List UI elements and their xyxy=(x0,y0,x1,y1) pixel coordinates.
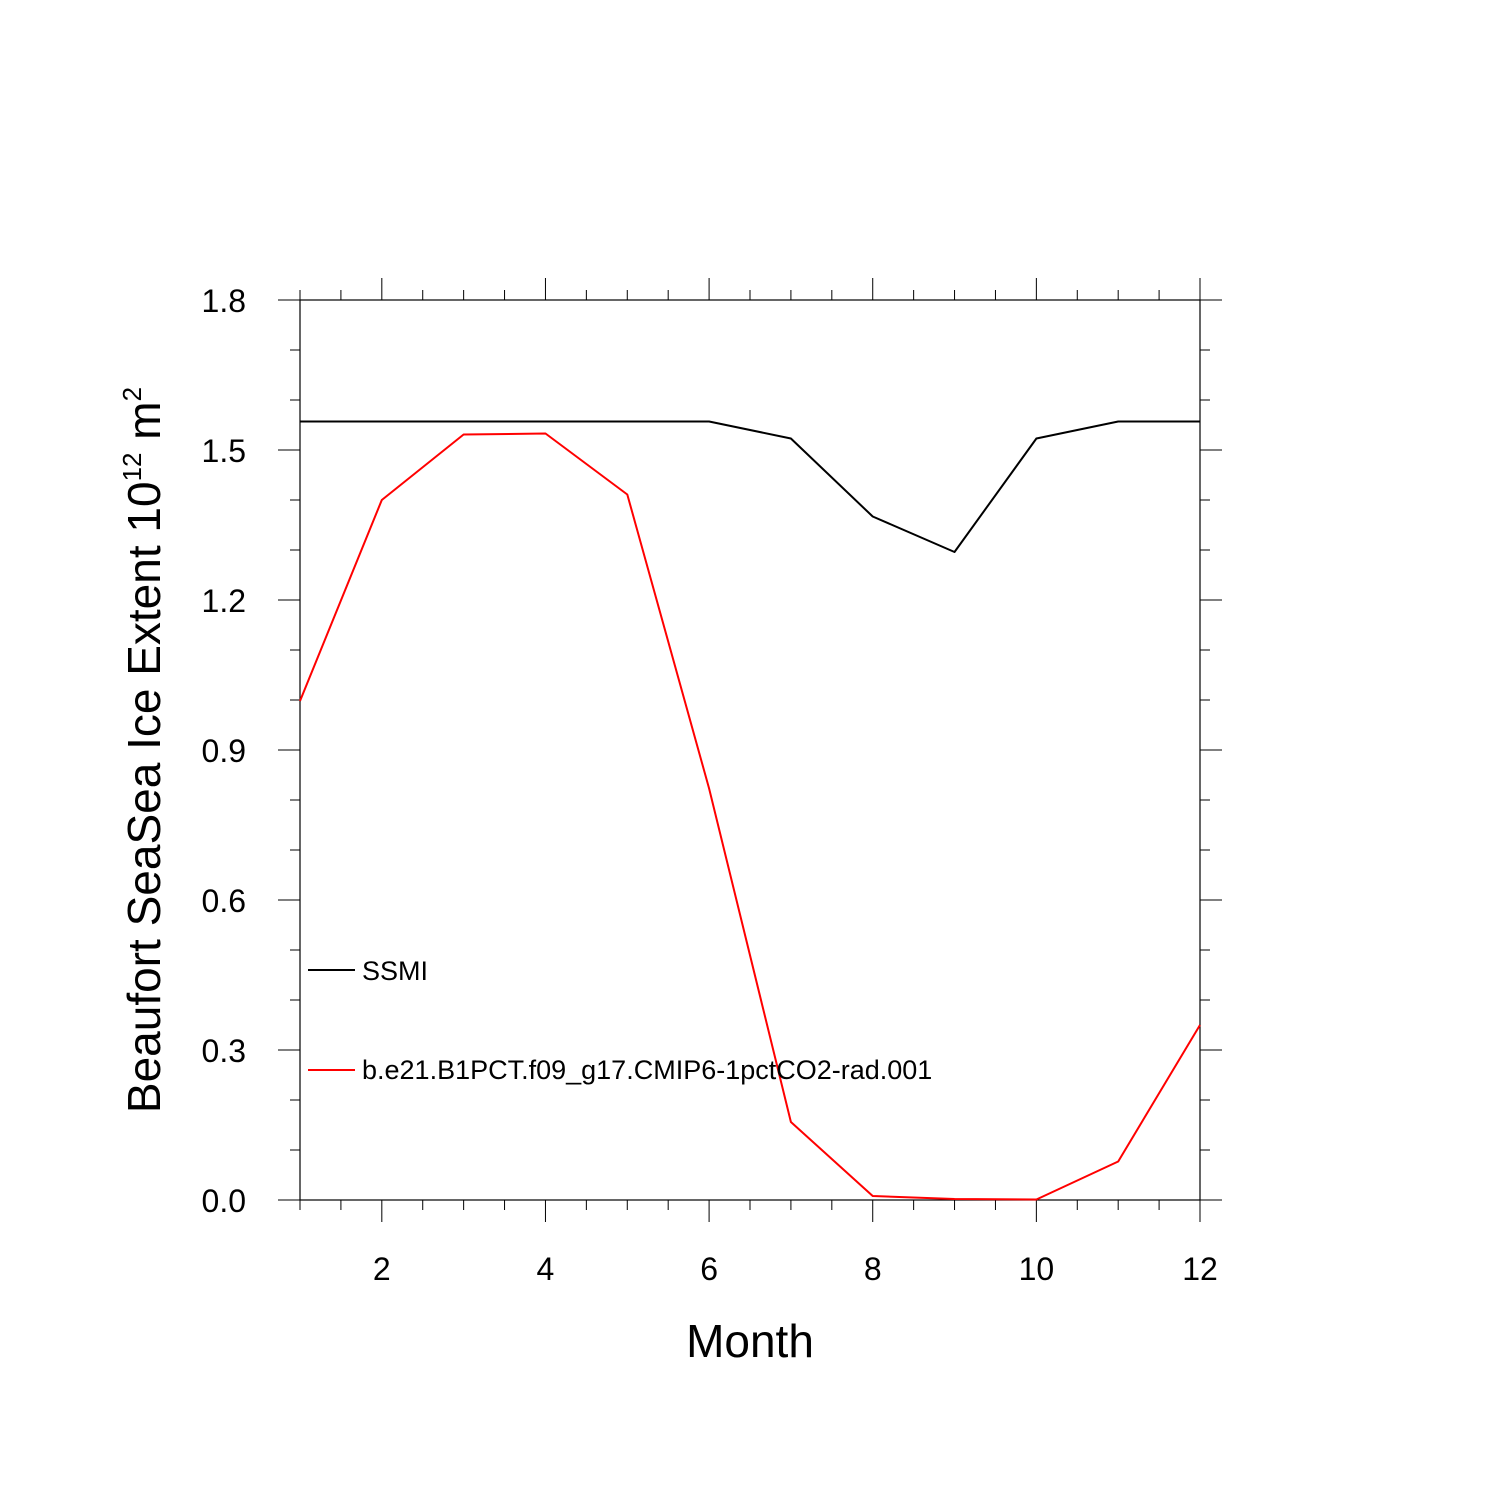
x-tick-label: 2 xyxy=(373,1251,391,1287)
x-tick-label: 4 xyxy=(537,1251,555,1287)
y-tick-label: 0.6 xyxy=(202,883,246,919)
x-axis-label: Month xyxy=(686,1315,814,1367)
series-line-model xyxy=(299,432,1201,1201)
y-tick-label: 0.0 xyxy=(202,1183,246,1219)
x-tick-label: 6 xyxy=(700,1251,718,1287)
y-tick-label: 1.8 xyxy=(202,283,246,319)
y-axis-label: Beaufort SeaSea Ice Extent 1012 m2 xyxy=(117,387,170,1113)
plot-frame xyxy=(299,299,1201,1201)
y-axis-label-unit-exponent: 2 xyxy=(117,387,147,401)
x-tick-label: 8 xyxy=(864,1251,882,1287)
y-axis-label-exponent: 12 xyxy=(117,453,147,482)
legend-label-ssmi: SSMI xyxy=(362,956,428,986)
series-line-ssmi xyxy=(300,420,1200,553)
legend: SSMI b.e21.B1PCT.f09_g17.CMIP6-1pctCO2-r… xyxy=(308,956,932,1085)
tick-labels: 2 4 6 8 10 12 0.0 0.3 0.6 0.9 1.2 1.5 1.8 xyxy=(202,283,1218,1287)
y-tick-label: 1.5 xyxy=(202,433,246,469)
y-tick-label: 0.9 xyxy=(202,733,246,769)
series-layer xyxy=(299,420,1201,1201)
x-tick-label: 10 xyxy=(1019,1251,1055,1287)
y-tick-label: 0.3 xyxy=(202,1033,246,1069)
y-tick-label: 1.2 xyxy=(202,583,246,619)
legend-label-model: b.e21.B1PCT.f09_g17.CMIP6-1pctCO2-rad.00… xyxy=(362,1055,932,1085)
x-tick-label: 12 xyxy=(1182,1251,1218,1287)
tick-marks xyxy=(278,278,1222,1222)
